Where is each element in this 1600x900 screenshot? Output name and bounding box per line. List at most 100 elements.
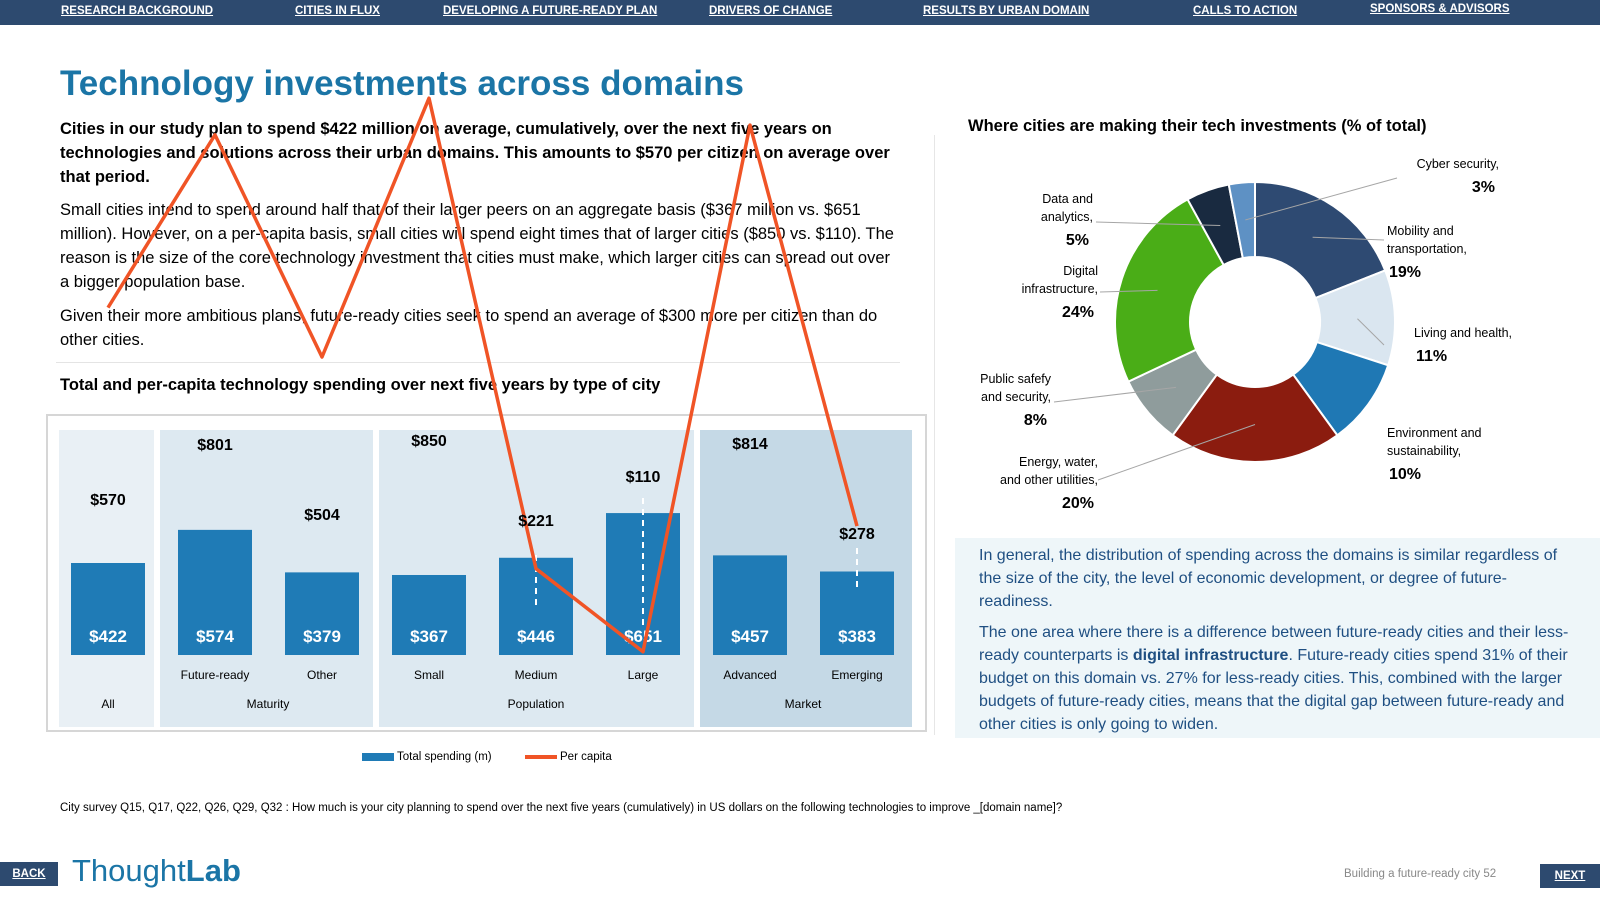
category-label: Future-ready (181, 668, 250, 682)
slice-leader-line (1312, 236, 1385, 241)
per-capita-label: $850 (411, 433, 447, 450)
group-label: Market (785, 697, 822, 711)
group-label: All (101, 697, 114, 711)
slice-percent-label: 5% (1066, 232, 1089, 249)
category-label: Medium (515, 668, 558, 682)
page-title: Technology investments across domains (60, 64, 744, 103)
insight-paragraph-1: In general, the distribution of spending… (979, 547, 1558, 610)
slice-label: Mobility and (1387, 224, 1454, 238)
bar-value-label: $422 (89, 627, 127, 646)
bar-chart-title: Total and per-capita technology spending… (60, 376, 661, 394)
insight-box: In general, the distribution of spending… (955, 538, 1600, 738)
slice-label: Data and (1042, 192, 1093, 206)
lead-paragraph: Cities in our study plan to spend $422 m… (60, 120, 890, 186)
top-navigation: RESEARCH BACKGROUND CITIES IN FLUX DEVEL… (0, 0, 1600, 25)
slice-label: Environment and (1387, 426, 1482, 440)
bar-medium (499, 557, 573, 655)
body-paragraph-1: Small cities intend to spend around half… (60, 201, 894, 291)
per-capita-line (106, 96, 859, 654)
slice-leader-line (1097, 424, 1256, 481)
slice-label: infrastructure, (1022, 282, 1098, 296)
bar-value-label: $367 (410, 627, 448, 646)
group-label: Population (508, 697, 565, 711)
donut-slice (1254, 180, 1387, 300)
slice-label: Public safefy (980, 372, 1052, 386)
bar-value-label: $574 (196, 627, 234, 646)
slice-label: Digital (1063, 264, 1098, 278)
slice-label: Cyber security, (1417, 157, 1499, 171)
category-label: Emerging (831, 668, 882, 682)
bar-small (392, 574, 466, 655)
insight-text: The one area where there is a difference… (979, 624, 1569, 664)
slice-leader-line (1053, 386, 1177, 403)
category-label: Large (628, 668, 659, 682)
bar-chart-frame (46, 414, 927, 732)
nav-sponsors-advisors[interactable]: SPONSORS & ADVISORS (1370, 3, 1510, 15)
slice-percent-label: 24% (1062, 304, 1094, 321)
slice-label: and security, (981, 390, 1051, 404)
section-divider (56, 362, 900, 363)
nav-results-by-domain[interactable]: RESULTS BY URBAN DOMAIN (923, 5, 1090, 17)
per-capita-label: $801 (197, 437, 233, 454)
per-capita-label: $504 (304, 507, 340, 524)
nav-developing-plan[interactable]: DEVELOPING A FUTURE-READY PLAN (443, 5, 658, 17)
nav-research-background[interactable]: RESEARCH BACKGROUND (61, 5, 214, 17)
legend-total-spending: Total spending (m) (362, 750, 492, 764)
slice-label: Energy, water, (1019, 455, 1098, 469)
column-divider (934, 135, 935, 735)
per-capita-label: $110 (626, 469, 661, 486)
legend-line-swatch (525, 755, 557, 759)
insight-text-end: . Future-ready cities spend 31% of their… (979, 647, 1568, 733)
group-label: Maturity (247, 697, 290, 711)
page-number-label: Building a future-ready city 52 (1344, 868, 1497, 880)
bar-value-label: $383 (838, 627, 876, 646)
category-label: Other (307, 668, 337, 682)
nav-cities-in-flux[interactable]: CITIES IN FLUX (295, 5, 380, 17)
category-label: Small (414, 668, 444, 682)
slice-percent-label: 8% (1024, 412, 1047, 429)
insight-paragraph-2: The one area where there is a difference… (979, 621, 1578, 736)
bar-future-ready (178, 529, 252, 655)
bar-advanced (713, 555, 787, 655)
per-capita-label: $278 (839, 526, 875, 543)
donut-chart-title: Where cities are making their tech inves… (968, 117, 1427, 135)
bar-value-label: $457 (731, 627, 769, 646)
slice-percent-label: 11% (1416, 348, 1447, 365)
category-label: Advanced (723, 668, 776, 682)
per-capita-label: $221 (518, 513, 554, 530)
slice-percent-label: 20% (1062, 495, 1094, 512)
slice-leader-line (1245, 177, 1398, 221)
slice-label: transportation, (1387, 242, 1467, 256)
thoughtlab-logo: ThoughtLab (72, 853, 241, 888)
slice-percent-label: 19% (1389, 264, 1421, 281)
nav-drivers-of-change[interactable]: DRIVERS OF CHANGE (709, 5, 833, 17)
insight-emphasis: digital infrastructure (1132, 647, 1289, 664)
donut-chart: Mobility and transportation, 19% Living and… (980, 157, 1512, 512)
bar-value-label: $446 (517, 627, 555, 646)
donut-slice (1114, 197, 1226, 383)
slice-label: Living and health, (1414, 326, 1512, 340)
slice-leader-line (1357, 318, 1385, 346)
slice-leader-line (1095, 221, 1221, 227)
legend-bar-swatch (362, 753, 394, 761)
legend-total-label: Total spending (m) (397, 751, 492, 763)
survey-footnote: City survey Q15, Q17, Q22, Q26, Q29, Q32… (60, 802, 1063, 814)
slice-percent-label: 3% (1472, 179, 1495, 196)
donut-slice (1171, 373, 1339, 463)
legend-per-capita: Per capita (525, 750, 612, 764)
nav-calls-to-action[interactable]: CALLS TO ACTION (1193, 5, 1298, 17)
slice-leader-line (1099, 289, 1158, 293)
next-button[interactable]: NEXT (1540, 864, 1600, 888)
per-capita-label: $814 (732, 436, 768, 453)
bar-chart: $422 $574 Future-ready $379 Other $367 Small $4… (59, 96, 912, 727)
slice-label: sustainability, (1387, 444, 1461, 458)
slice-label: and other utilities, (1000, 473, 1098, 487)
legend-percapita-label: Per capita (560, 751, 612, 763)
bar-value-label: $651 (624, 627, 662, 646)
slice-label: analytics, (1041, 210, 1093, 224)
back-button[interactable]: BACK (0, 862, 58, 886)
donut-slice (1227, 180, 1256, 260)
slice-percent-label: 10% (1389, 466, 1421, 483)
per-capita-label: $570 (90, 492, 126, 509)
bar-other (285, 572, 359, 655)
